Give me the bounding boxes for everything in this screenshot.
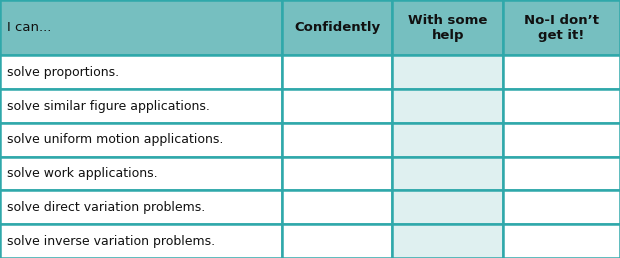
Text: solve inverse variation problems.: solve inverse variation problems. [7, 235, 216, 248]
Text: With some
help: With some help [408, 14, 487, 42]
Text: solve direct variation problems.: solve direct variation problems. [7, 201, 206, 214]
Bar [503, 190, 620, 224]
Bar [392, 0, 503, 55]
Bar [0, 123, 282, 157]
Text: No-I don’t
get it!: No-I don’t get it! [524, 14, 599, 42]
Bar [282, 224, 392, 258]
Bar [0, 55, 282, 89]
Bar [282, 55, 392, 89]
Bar [0, 89, 282, 123]
Bar [503, 0, 620, 55]
Bar [282, 123, 392, 157]
Text: solve proportions.: solve proportions. [7, 66, 120, 79]
Bar [392, 123, 503, 157]
Bar [503, 224, 620, 258]
Bar [0, 224, 282, 258]
Bar [282, 0, 392, 55]
Bar [503, 89, 620, 123]
Bar [503, 123, 620, 157]
Bar [282, 157, 392, 190]
Bar [392, 224, 503, 258]
Text: Confidently: Confidently [294, 21, 380, 34]
Bar [0, 190, 282, 224]
Bar [392, 190, 503, 224]
Text: solve similar figure applications.: solve similar figure applications. [7, 100, 210, 112]
Bar [392, 89, 503, 123]
Bar [0, 0, 282, 55]
Bar [282, 89, 392, 123]
Bar [0, 157, 282, 190]
Bar [392, 157, 503, 190]
Text: solve work applications.: solve work applications. [7, 167, 158, 180]
Text: I can...: I can... [7, 21, 52, 34]
Text: solve uniform motion applications.: solve uniform motion applications. [7, 133, 224, 146]
Bar [503, 55, 620, 89]
Bar [282, 190, 392, 224]
Bar [503, 157, 620, 190]
Bar [392, 55, 503, 89]
